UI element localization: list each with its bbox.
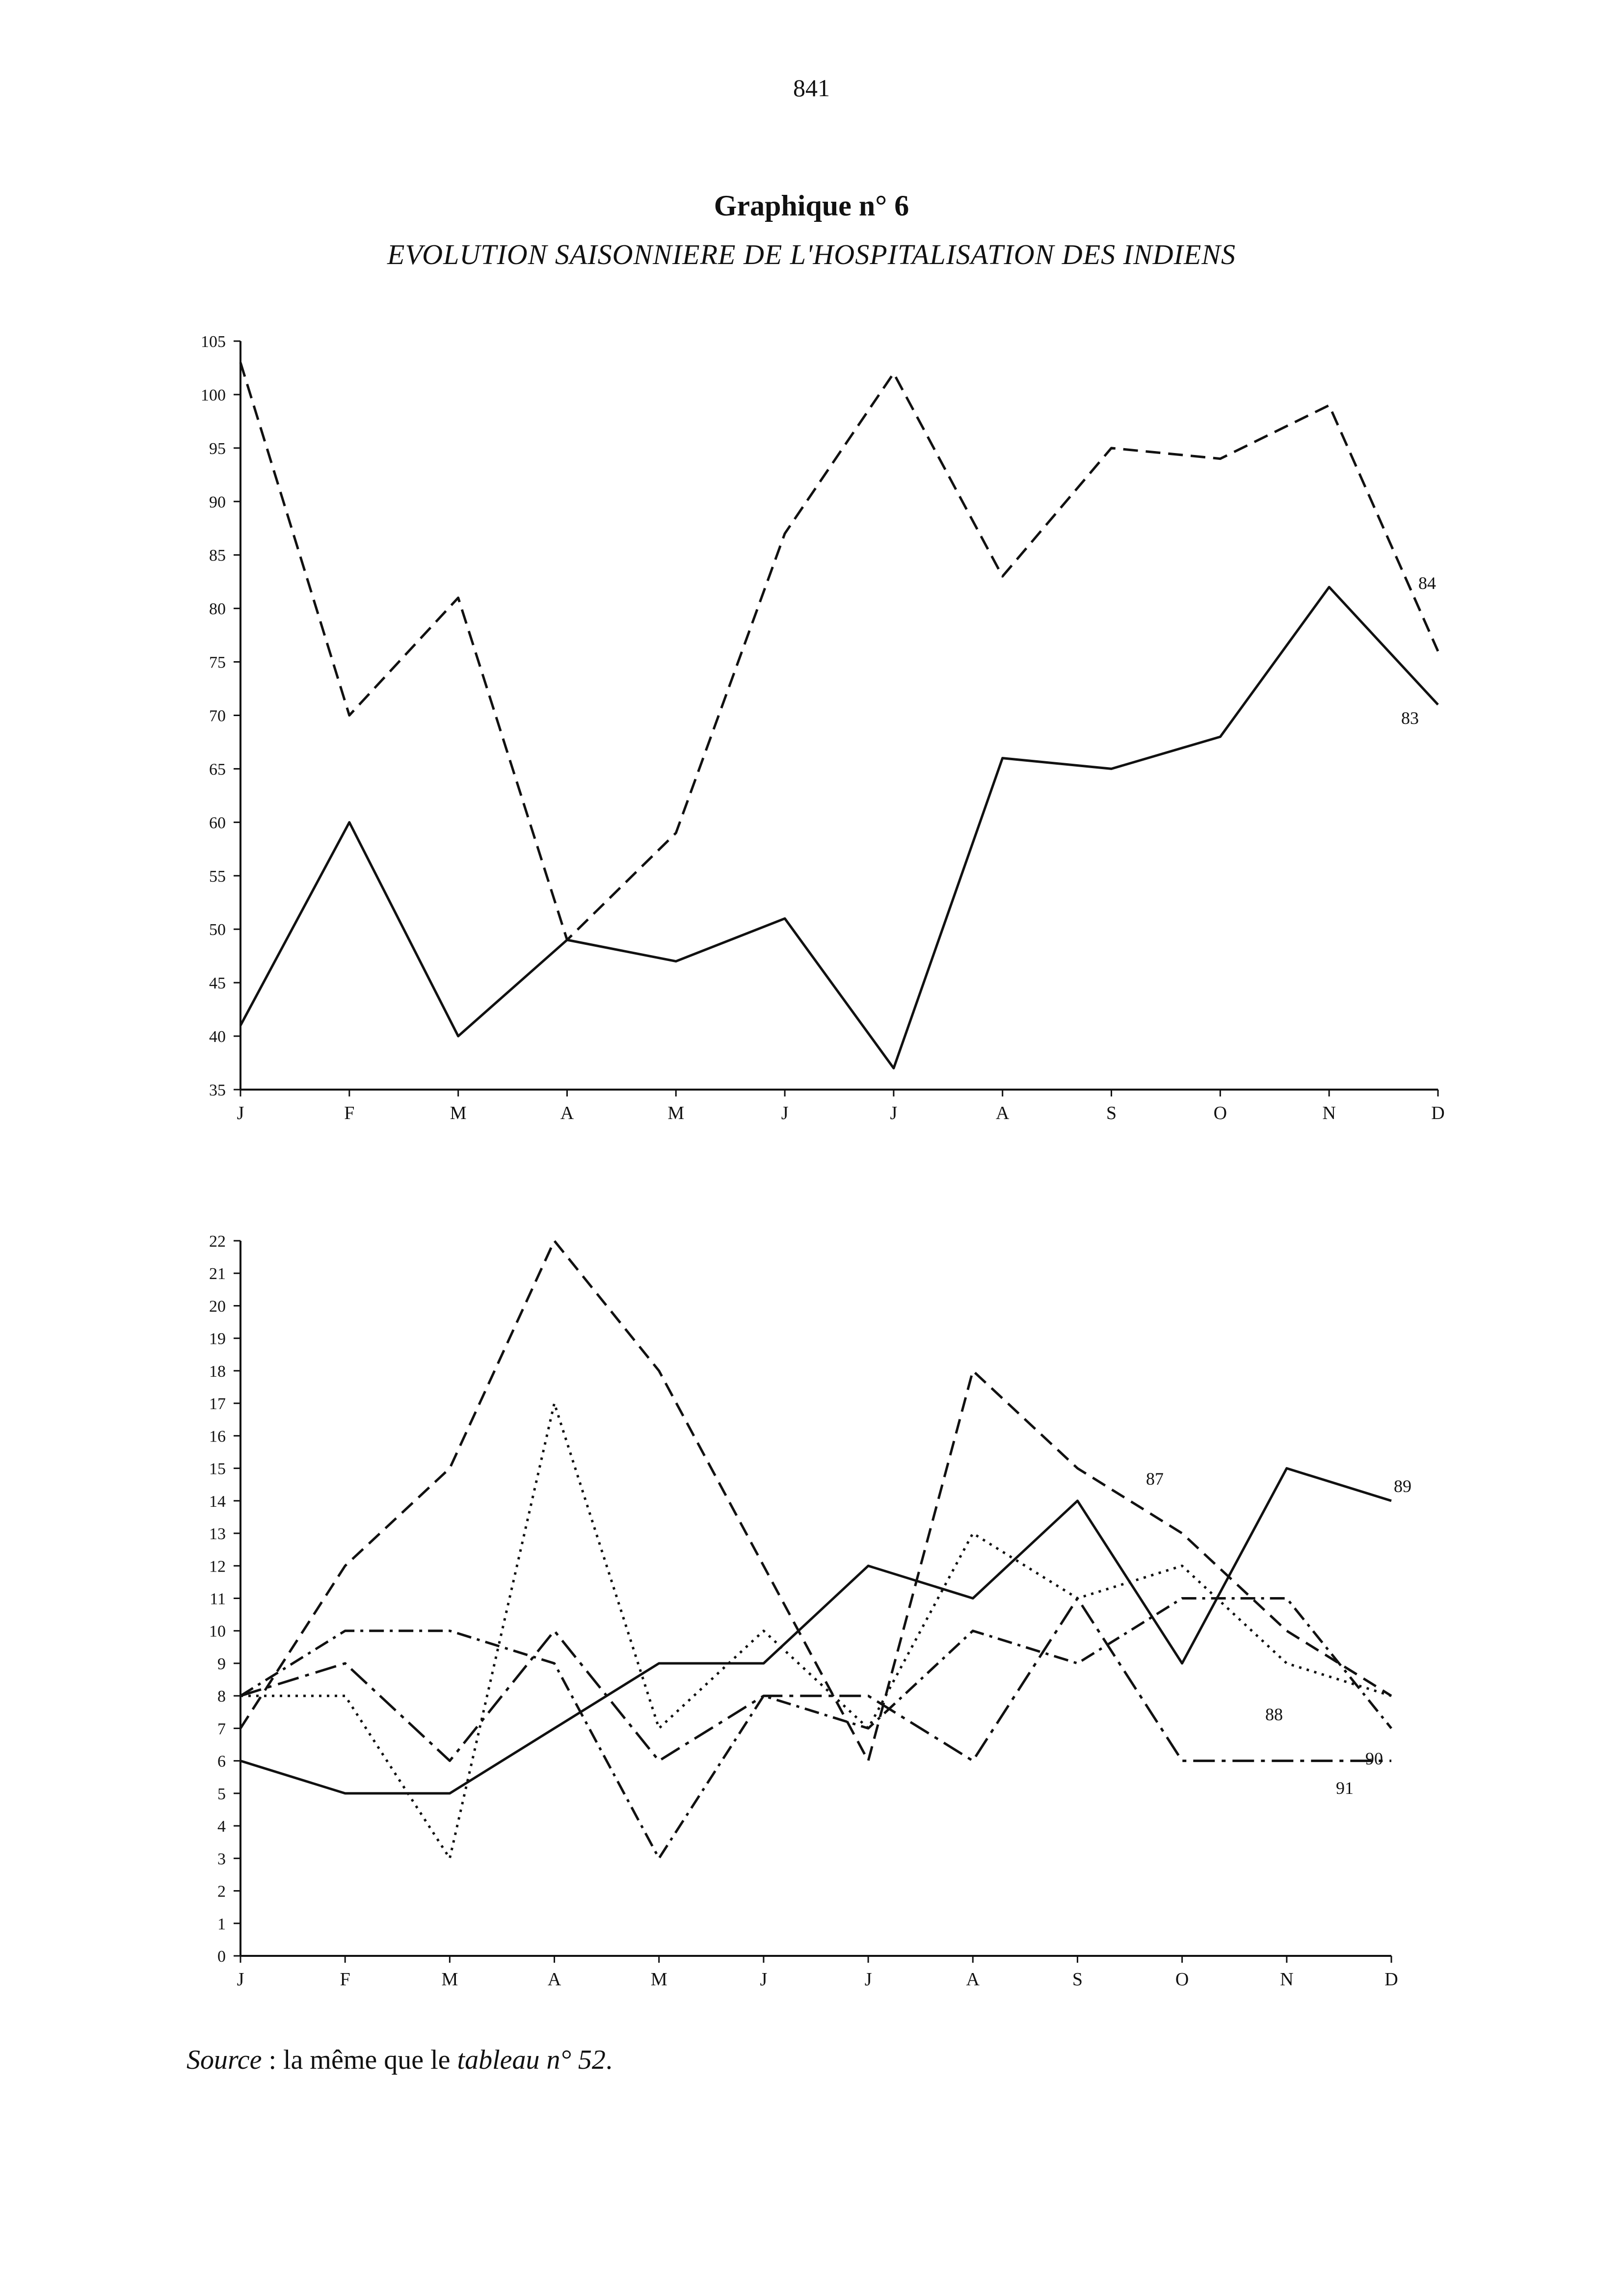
- chart-bottom-y-tick-label: 1: [217, 1915, 226, 1933]
- chart-top-y-tick-label: 45: [209, 974, 226, 992]
- chart-bottom-y-tick-label: 18: [209, 1362, 226, 1381]
- chart-top-y-tick-label: 85: [209, 547, 226, 565]
- chart-bottom-series-88: [240, 1402, 1392, 1860]
- source-end: .: [605, 2045, 612, 2075]
- chart-top-x-tick-label: N: [1322, 1103, 1335, 1123]
- chart-bottom-y-tick-label: 2: [217, 1883, 226, 1901]
- chart-bottom-x-tick-label: M: [651, 1969, 667, 1990]
- chart-top-y-tick-label: 100: [201, 386, 226, 404]
- chart-top-y-tick-label: 70: [209, 707, 226, 725]
- chart-top-series-label-84: 84: [1418, 573, 1436, 593]
- chart-top: 35 40 45 50 55 60 65 70 75 80 85 90 95 100 105 J F M A M J J A…: [201, 333, 1445, 1123]
- chart-top-y-tick-label: 60: [209, 814, 226, 832]
- chart-top-y-tick-label: 80: [209, 600, 226, 618]
- chart-bottom-y-tick-label: 4: [217, 1817, 226, 1836]
- chart-bottom-x-tick-label: N: [1280, 1969, 1293, 1990]
- chart-top-y-tick-label: 40: [209, 1028, 226, 1046]
- chart-bottom-y-tick-label: 12: [209, 1557, 226, 1575]
- chart-top-y-tick-label: 65: [209, 760, 226, 778]
- chart-bottom-y-tick-label: 0: [217, 1948, 226, 1966]
- chart-top-x-tick-label: M: [450, 1103, 467, 1123]
- chart-bottom-x-tick-label: J: [760, 1969, 768, 1990]
- chart-top-x-tick-label: M: [667, 1103, 684, 1123]
- source-reference: tableau n° 52: [457, 2045, 606, 2075]
- chart-bottom-series-label-89: 89: [1394, 1476, 1411, 1496]
- chart-bottom-y-tick-label: 15: [209, 1460, 226, 1478]
- chart-bottom-y-tick-label: 22: [209, 1232, 226, 1251]
- figure-subtitle: EVOLUTION SAISONNIERE DE L'HOSPITALISATI…: [387, 239, 1236, 270]
- chart-top-x-tick-label: J: [237, 1103, 244, 1123]
- chart-bottom-series-label-87: 87: [1146, 1469, 1164, 1489]
- source-separator: :: [262, 2045, 283, 2075]
- chart-bottom-y-tick-label: 16: [209, 1427, 226, 1445]
- chart-bottom-y-tick-label: 9: [217, 1655, 226, 1673]
- chart-bottom-y-tick-label: 11: [210, 1590, 226, 1608]
- chart-bottom-y-tick-label: 6: [217, 1753, 226, 1771]
- chart-top-series-84: [239, 362, 1439, 941]
- chart-bottom-y-tick-label: 21: [209, 1265, 226, 1283]
- source-text: la même que le: [283, 2045, 457, 2075]
- chart-bottom-x-tick-label: J: [865, 1969, 872, 1990]
- page-number: 841: [793, 74, 830, 102]
- chart-top-x-tick-label: O: [1214, 1103, 1227, 1123]
- chart-bottom-series-89: [240, 1467, 1392, 1795]
- chart-bottom-y-tick-label: 14: [209, 1493, 226, 1511]
- chart-top-x-tick-label: A: [996, 1103, 1010, 1123]
- chart-top-x-tick-label: F: [344, 1103, 354, 1123]
- chart-top-x-tick-label: S: [1106, 1103, 1117, 1123]
- chart-bottom-series-91: [240, 1597, 1391, 1762]
- chart-top-x-tick-label: D: [1431, 1103, 1444, 1123]
- figure-title: Graphique n° 6: [714, 189, 909, 222]
- chart-top-x-tick-label: A: [560, 1103, 574, 1123]
- chart-top-y-tick-label: 50: [209, 921, 226, 939]
- chart-bottom-series-87: [239, 1239, 1392, 1762]
- chart-bottom-series-label-88: 88: [1265, 1705, 1283, 1724]
- chart-bottom-x-tick-label: A: [548, 1969, 561, 1990]
- chart-bottom-y-tick-label: 7: [217, 1720, 226, 1738]
- chart-bottom-y-tick-label: 20: [209, 1297, 226, 1315]
- chart-top-series-83: [239, 586, 1439, 1069]
- chart-bottom-x-tick-label: J: [237, 1969, 244, 1990]
- chart-bottom-x-tick-label: M: [441, 1969, 458, 1990]
- source-label: Source: [186, 2045, 262, 2075]
- chart-bottom-x-tick-label: S: [1072, 1969, 1083, 1990]
- chart-bottom-y-tick-label: 10: [209, 1623, 226, 1641]
- chart-bottom-y-tick-label: 3: [217, 1850, 226, 1868]
- chart-top-y-tick-label: 95: [209, 440, 226, 458]
- chart-top-x-tick-label: J: [781, 1103, 789, 1123]
- chart-bottom-y-tick-label: 19: [209, 1330, 226, 1348]
- chart-bottom-y-tick-label: 5: [217, 1785, 226, 1803]
- chart-bottom-x-tick-label: A: [966, 1969, 980, 1990]
- chart-top-y-tick-label: 55: [209, 867, 226, 885]
- chart-bottom-x-tick-label: F: [340, 1969, 350, 1990]
- chart-bottom-y-tick-label: 17: [209, 1395, 226, 1413]
- chart-top-y-tick-label: 105: [201, 333, 226, 351]
- chart-bottom-series-90: [239, 1597, 1392, 1860]
- chart-bottom-y-tick-label: 8: [217, 1687, 226, 1706]
- chart-bottom-x-tick-label: D: [1384, 1969, 1398, 1990]
- chart-bottom-series-label-91: 91: [1336, 1778, 1354, 1798]
- chart-bottom-x-tick-label: O: [1175, 1969, 1189, 1990]
- chart-bottom-y-tick-label: 13: [209, 1525, 226, 1543]
- chart-top-y-tick-label: 35: [209, 1081, 226, 1099]
- chart-top-x-tick-label: J: [890, 1103, 898, 1123]
- chart-bottom-series-label-90: 90: [1365, 1749, 1383, 1768]
- source-note: Source : la même que le tableau n° 52.: [186, 2044, 612, 2076]
- chart-top-series-label-83: 83: [1401, 708, 1419, 728]
- chart-top-y-tick-label: 75: [209, 654, 226, 672]
- chart-top-y-tick-label: 90: [209, 493, 226, 511]
